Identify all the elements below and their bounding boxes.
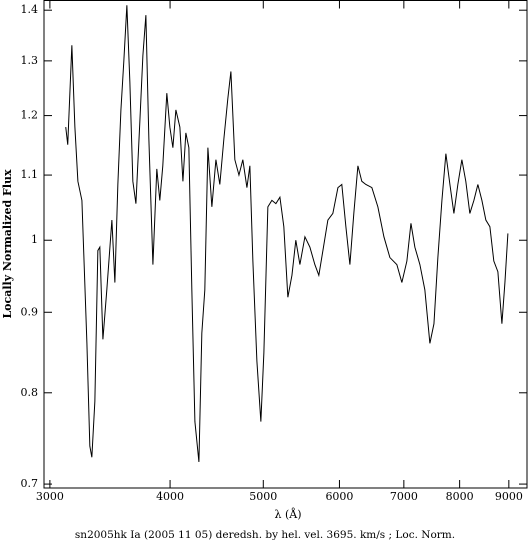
- x-tick-label: 4000: [156, 490, 184, 503]
- y-tick-label: 0.7: [21, 477, 39, 490]
- x-tick-label: 8000: [446, 490, 474, 503]
- x-tick-label: 6000: [325, 490, 353, 503]
- y-tick-label: 1.4: [21, 3, 39, 16]
- x-tick-label: 5000: [249, 490, 277, 503]
- spectrum-line: [65, 5, 509, 463]
- caption: sn2005hk Ia (2005 11 05) deredsh. by hel…: [75, 529, 455, 541]
- plot-frame: [43, 0, 528, 489]
- x-tick-label: 7000: [390, 490, 418, 503]
- x-tick-label: 9000: [495, 490, 523, 503]
- y-tick-label: 1.1: [21, 168, 39, 181]
- y-tick-label: 1.2: [21, 109, 39, 122]
- y-tick-label: 0.9: [21, 305, 39, 318]
- x-tick-label: 3000: [36, 490, 64, 503]
- y-tick-label: 1.3: [21, 54, 39, 67]
- y-axis-label: Locally Normalized Flux: [1, 169, 14, 319]
- y-tick-label: 1: [31, 233, 38, 246]
- x-axis-label: λ (Å): [275, 507, 302, 521]
- y-tick-label: 0.8: [21, 386, 39, 399]
